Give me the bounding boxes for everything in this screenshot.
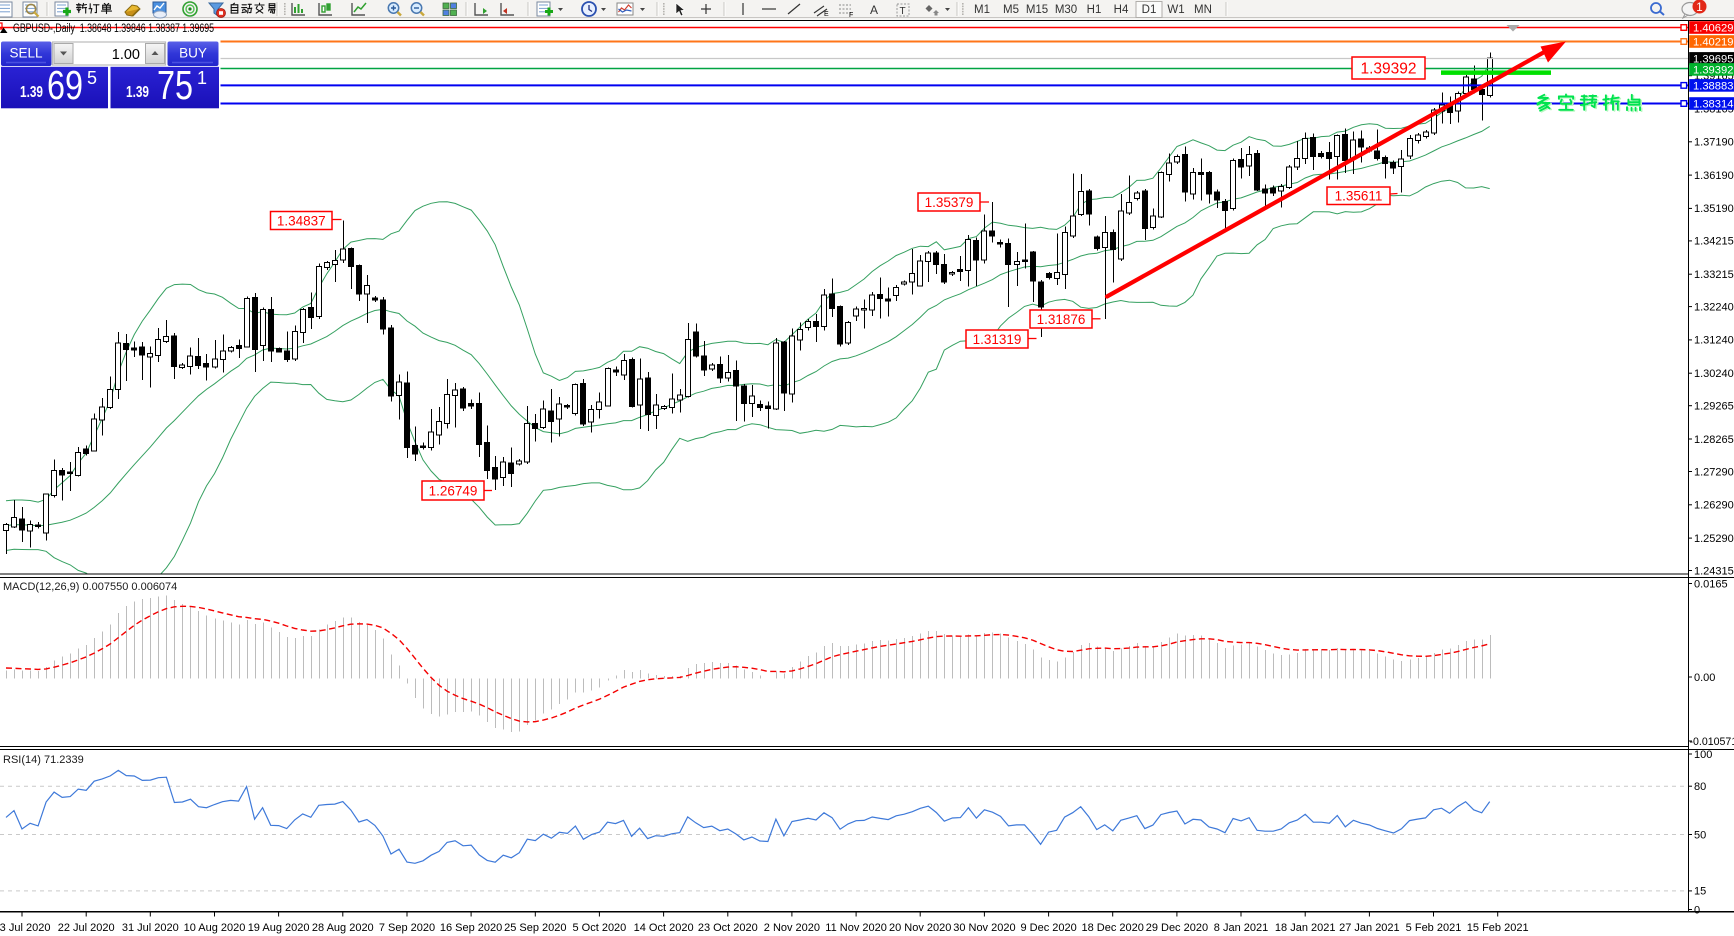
svg-text:W1: W1 <box>1167 4 1184 16</box>
svg-text:10 Aug 2020: 10 Aug 2020 <box>184 922 246 934</box>
svg-text:5 Oct 2020: 5 Oct 2020 <box>572 922 626 934</box>
svg-text:2 Nov 2020: 2 Nov 2020 <box>764 922 820 934</box>
svg-text:GBPUSD-,Daily 1.38648 1.39846: GBPUSD-,Daily 1.38648 1.39846 1.38387 1.… <box>13 23 214 35</box>
svg-text:-0.010571: -0.010571 <box>1690 736 1734 748</box>
svg-text:22 Jul 2020: 22 Jul 2020 <box>58 922 115 934</box>
svg-text:19 Aug 2020: 19 Aug 2020 <box>248 922 310 934</box>
svg-text:1.32240: 1.32240 <box>1694 301 1734 313</box>
svg-text:1.35379: 1.35379 <box>925 195 974 210</box>
svg-text:11 Nov 2020: 11 Nov 2020 <box>825 922 887 934</box>
svg-text:1.39392: 1.39392 <box>1693 64 1733 76</box>
svg-text:0.0165: 0.0165 <box>1694 578 1728 590</box>
svg-text:1.31319: 1.31319 <box>973 332 1022 347</box>
svg-text:1.38883: 1.38883 <box>1693 80 1733 92</box>
svg-text:30 Nov 2020: 30 Nov 2020 <box>953 922 1015 934</box>
svg-text:9 Dec 2020: 9 Dec 2020 <box>1020 922 1076 934</box>
svg-text:1.39: 1.39 <box>20 84 43 101</box>
svg-text:69: 69 <box>47 62 83 108</box>
svg-text:7 Sep 2020: 7 Sep 2020 <box>379 922 435 934</box>
svg-text:RSI(14) 71.2339: RSI(14) 71.2339 <box>3 754 84 766</box>
svg-text:29 Dec 2020: 29 Dec 2020 <box>1146 922 1208 934</box>
svg-text:1.29265: 1.29265 <box>1694 401 1734 413</box>
svg-text:1.36190: 1.36190 <box>1694 170 1734 182</box>
svg-text:M1: M1 <box>974 4 990 16</box>
svg-text:5 Feb 2021: 5 Feb 2021 <box>1406 922 1462 934</box>
svg-text:1.27290: 1.27290 <box>1694 466 1734 478</box>
svg-text:1.40629: 1.40629 <box>1693 23 1733 35</box>
svg-text:5: 5 <box>87 68 97 88</box>
svg-text:M30: M30 <box>1055 4 1077 16</box>
svg-text:0.00: 0.00 <box>1694 672 1715 684</box>
svg-text:13 Jul 2020: 13 Jul 2020 <box>0 922 50 934</box>
svg-text:1: 1 <box>1696 2 1702 14</box>
svg-text:BUY: BUY <box>179 46 207 61</box>
svg-text:1.39392: 1.39392 <box>1360 61 1416 78</box>
svg-text:8 Jan 2021: 8 Jan 2021 <box>1214 922 1268 934</box>
svg-text:75: 75 <box>157 62 193 108</box>
svg-text:20 Nov 2020: 20 Nov 2020 <box>889 922 951 934</box>
svg-text:18 Dec 2020: 18 Dec 2020 <box>1082 922 1144 934</box>
svg-text:SELL: SELL <box>9 46 43 61</box>
svg-text:H4: H4 <box>1114 4 1129 16</box>
svg-text:0: 0 <box>1694 904 1700 916</box>
svg-text:MACD(12,26,9) 0.007550 0.00607: MACD(12,26,9) 0.007550 0.006074 <box>3 581 177 593</box>
svg-text:1.34215: 1.34215 <box>1694 236 1734 248</box>
svg-text:1.37190: 1.37190 <box>1694 137 1734 149</box>
svg-text:1: 1 <box>197 68 207 88</box>
svg-text:31 Jul 2020: 31 Jul 2020 <box>122 922 179 934</box>
svg-text:1.38314: 1.38314 <box>1693 99 1733 111</box>
svg-text:1.26749: 1.26749 <box>429 483 478 498</box>
svg-text:T: T <box>900 6 906 17</box>
svg-text:1.39695: 1.39695 <box>1693 53 1733 65</box>
svg-text:27 Jan 2021: 27 Jan 2021 <box>1339 922 1400 934</box>
svg-text:M15: M15 <box>1026 4 1048 16</box>
svg-text:16 Sep 2020: 16 Sep 2020 <box>440 922 502 934</box>
svg-text:1.26290: 1.26290 <box>1694 500 1734 512</box>
svg-text:H1: H1 <box>1087 4 1102 16</box>
svg-text:23 Oct 2020: 23 Oct 2020 <box>698 922 758 934</box>
svg-text:28 Aug 2020: 28 Aug 2020 <box>312 922 374 934</box>
svg-text:25 Sep 2020: 25 Sep 2020 <box>504 922 566 934</box>
svg-text:100: 100 <box>1694 749 1712 761</box>
svg-text:1.24315: 1.24315 <box>1694 565 1734 577</box>
svg-text:E: E <box>824 11 829 18</box>
svg-text:MN: MN <box>1194 4 1212 16</box>
svg-text:D1: D1 <box>1142 4 1157 16</box>
svg-text:1.28265: 1.28265 <box>1694 434 1734 446</box>
svg-text:1.31240: 1.31240 <box>1694 335 1734 347</box>
svg-text:15 Feb 2021: 15 Feb 2021 <box>1467 922 1529 934</box>
svg-text:1.00: 1.00 <box>112 47 140 63</box>
svg-text:F: F <box>849 12 853 19</box>
svg-text:1.25290: 1.25290 <box>1694 533 1734 545</box>
svg-text:15: 15 <box>1694 886 1706 898</box>
svg-text:1.35190: 1.35190 <box>1694 203 1734 215</box>
svg-text:M5: M5 <box>1003 4 1019 16</box>
svg-text:18 Jan 2021: 18 Jan 2021 <box>1275 922 1336 934</box>
svg-text:1.31876: 1.31876 <box>1037 312 1086 327</box>
svg-text:80: 80 <box>1694 781 1706 793</box>
svg-text:1.35611: 1.35611 <box>1335 189 1383 204</box>
svg-text:1.30240: 1.30240 <box>1694 368 1734 380</box>
svg-text:1.40219: 1.40219 <box>1693 37 1733 49</box>
svg-text:1.39: 1.39 <box>126 84 149 101</box>
svg-text:A: A <box>870 3 878 17</box>
svg-text:1.33215: 1.33215 <box>1694 269 1734 281</box>
svg-text:14 Oct 2020: 14 Oct 2020 <box>634 922 694 934</box>
svg-text:1.34837: 1.34837 <box>277 213 326 228</box>
svg-text:50: 50 <box>1694 829 1706 841</box>
